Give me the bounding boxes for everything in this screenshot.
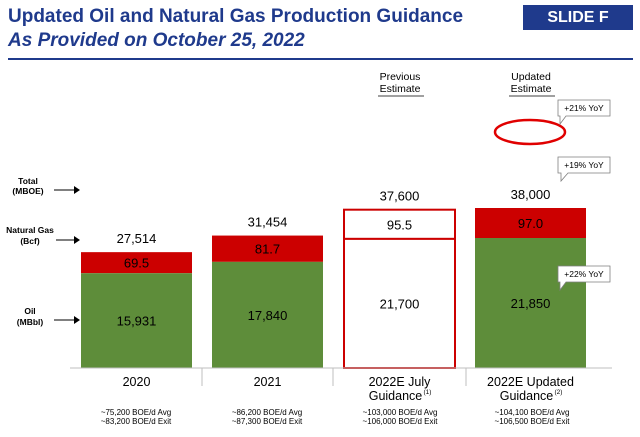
category-label-2020: 2020 (123, 375, 151, 389)
footnote-updated-avg: ~104,100 BOE/d Avg (494, 408, 570, 417)
row-arrowhead-oil (74, 316, 80, 324)
yoy-callout-total-box (557, 99, 611, 126)
updated-estimate-header-line1: Updated (511, 71, 551, 83)
footnote-2021: ~86,200 BOE/d Avg ~87,300 BOE/d Exit (212, 408, 322, 426)
footnote-2021-avg: ~86,200 BOE/d Avg (231, 408, 303, 417)
total-value-label-2020: 27,514 (117, 231, 157, 246)
bar-oil-2020 (81, 273, 192, 368)
page-subtitle: As Provided on October 25, 2022 (8, 30, 305, 51)
oil-value-label-2021: 17,840 (248, 308, 288, 323)
bar-gas-updated-guidance (475, 208, 586, 238)
gas-value-label-july-guidance: 95.5 (387, 217, 412, 232)
yoy-callout-total-text: +21% YoY (564, 103, 604, 113)
footnote-july-avg: ~103,000 BOE/d Avg (362, 408, 438, 417)
previous-estimate-header-line2: Estimate (379, 83, 421, 95)
row-label-gas: Natural Gas (Bcf) (6, 225, 80, 246)
row-label-oil-line2: (MBbl) (17, 317, 44, 327)
yoy-callout-gas: +19% YoY (557, 156, 611, 183)
bar-oil-updated-guidance (475, 238, 586, 368)
title-divider (8, 58, 633, 60)
row-label-oil: Oil (MBbl) (17, 306, 80, 327)
updated-estimate-header: Updated Estimate (476, 71, 586, 95)
yoy-callout-gas-box (557, 156, 611, 183)
footnote-updated-guidance: ~104,100 BOE/d Avg ~106,500 BOE/d Exit (477, 408, 587, 426)
yoy-callout-gas-text: +19% YoY (564, 160, 604, 170)
yoy-callout-oil-text: +22% YoY (564, 269, 604, 279)
yoy-callout-oil-box (557, 265, 611, 292)
footnote-2020: ~75,200 BOE/d Avg ~83,200 BOE/d Exit (81, 408, 191, 426)
category-footnote-marker-updated-guidance: (2) (555, 389, 563, 396)
row-label-total: Total (MBOE) (12, 176, 80, 196)
bars-group: 69.5 15,931 27,514 2020 81.7 17,840 31,454 2021… (81, 187, 586, 403)
category-label-line2-updated-guidance: Guidance (500, 389, 554, 403)
highlight-circle (493, 118, 567, 146)
category-label-line2-july-guidance: Guidance (369, 389, 423, 403)
footnote-2021-exit: ~87,300 BOE/d Exit (231, 417, 303, 426)
gas-value-label-2021: 81.7 (255, 242, 280, 257)
yoy-callout-total: +21% YoY (557, 99, 611, 126)
previous-estimate-header-line1: Previous (379, 71, 421, 83)
gas-value-label-2020: 69.5 (124, 256, 149, 271)
total-value-label-2021: 31,454 (248, 215, 288, 230)
footnote-2020-avg: ~75,200 BOE/d Avg (100, 408, 172, 417)
category-label-updated-guidance: 2022E Updated (487, 375, 574, 389)
page-title: Updated Oil and Natural Gas Production G… (8, 6, 464, 27)
total-value-label-updated-guidance: 38,000 (511, 187, 551, 202)
bar-gas-2021 (212, 235, 323, 262)
footnote-july-exit: ~106,000 BOE/d Exit (362, 417, 438, 426)
bar-gas-july-guidance (343, 208, 456, 240)
bar-oil-2021 (212, 261, 323, 368)
slide-badge: SLIDE F (523, 5, 633, 30)
oil-value-label-updated-guidance: 21,850 (511, 296, 551, 311)
row-arrowhead-gas (74, 236, 80, 244)
row-label-gas-line2: (Bcf) (20, 236, 40, 246)
oil-value-label-july-guidance: 21,700 (380, 296, 420, 311)
row-label-gas-line1: Natural Gas (6, 225, 54, 235)
category-label-july-guidance: 2022E July (369, 375, 432, 389)
row-label-total-line1: Total (18, 176, 38, 186)
footnote-updated-exit: ~106,500 BOE/d Exit (494, 417, 570, 426)
footnote-2020-exit: ~83,200 BOE/d Exit (100, 417, 172, 426)
row-label-oil-line1: Oil (24, 306, 35, 316)
oil-value-label-2020: 15,931 (117, 314, 157, 329)
category-label-2021: 2021 (254, 375, 282, 389)
yoy-callout-oil: +22% YoY (557, 265, 611, 292)
updated-estimate-header-line2: Estimate (510, 83, 552, 95)
bar-gas-2020 (81, 252, 192, 274)
gas-value-label-updated-guidance: 97.0 (518, 216, 543, 231)
category-footnote-marker-july-guidance: (1) (424, 389, 432, 396)
footnote-july-guidance: ~103,000 BOE/d Avg ~106,000 BOE/d Exit (345, 408, 455, 426)
row-label-total-line2: (MBOE) (12, 186, 43, 196)
previous-estimate-header: Previous Estimate (345, 71, 455, 95)
bar-oil-july-guidance (343, 237, 456, 369)
row-arrowhead-total (74, 186, 80, 194)
total-value-label-july-guidance: 37,600 (380, 189, 420, 204)
